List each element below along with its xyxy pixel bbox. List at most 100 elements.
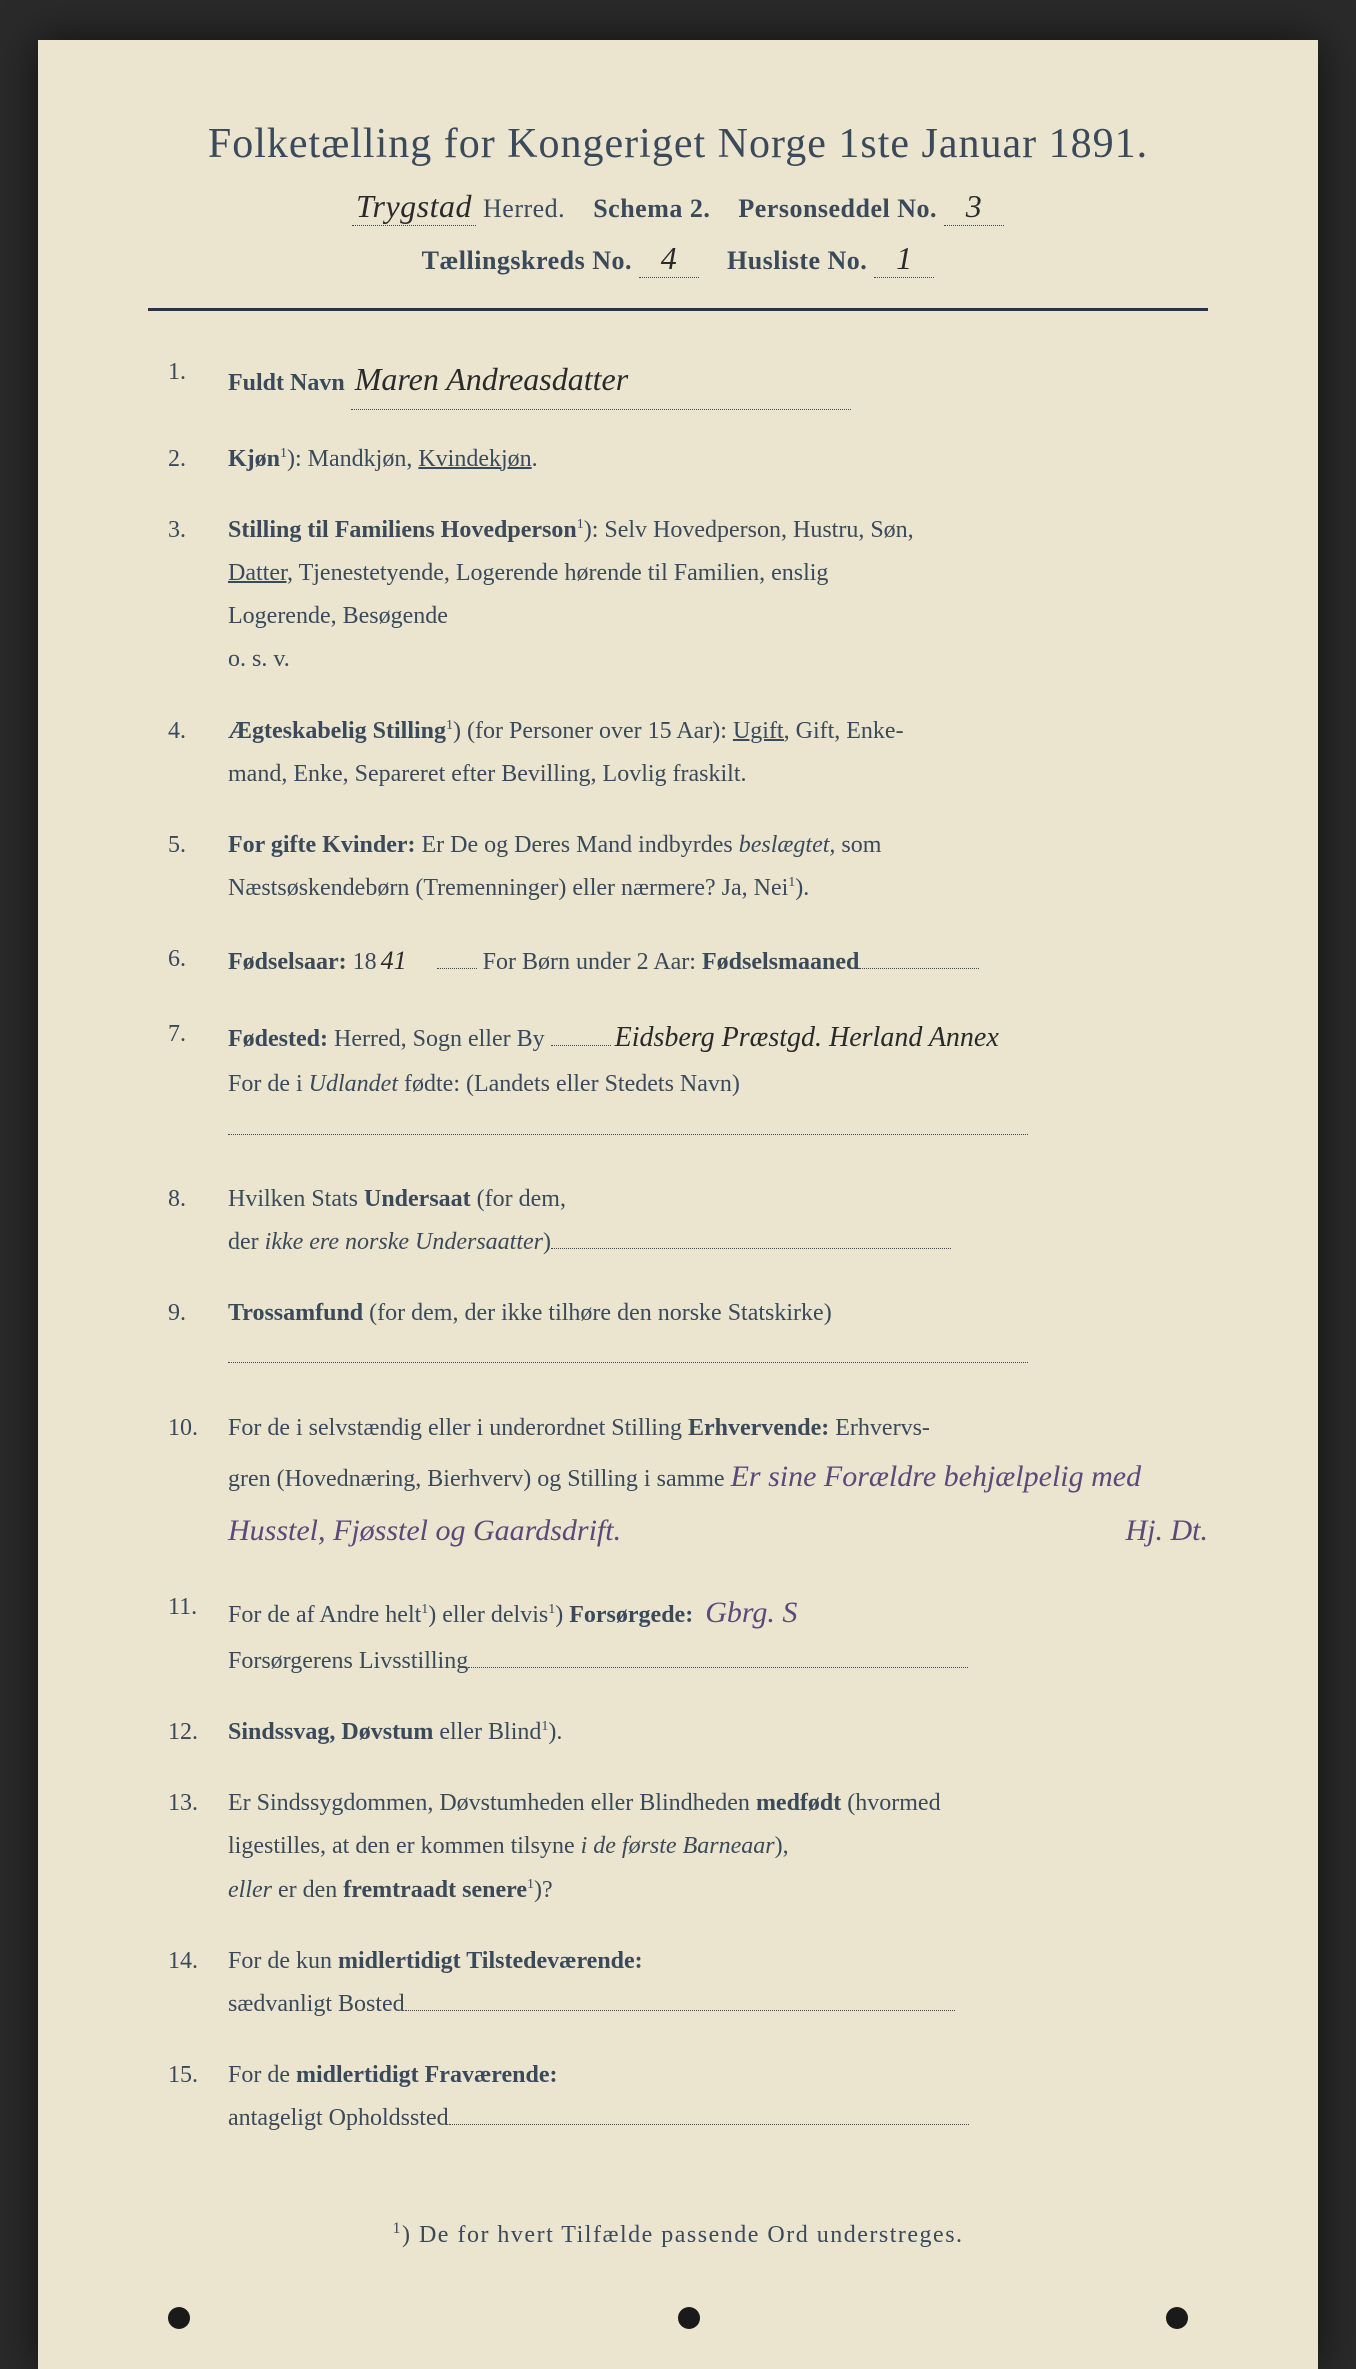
f10-line1: For de i selvstændig eller i underordnet… [228,1415,688,1441]
sup: 1 [280,446,287,461]
f13-line2: ligestilles, at den er kommen tilsyne [228,1833,581,1859]
field-num: 7. [168,1013,228,1150]
year-value: 41 [377,938,437,985]
field-label: Stilling til Familiens Hovedperson [228,517,577,543]
field-content: For de i selvstændig eller i underordnet… [228,1407,1208,1558]
field-label: Trossamfund [228,1300,363,1326]
f12-line1: eller Blind [433,1719,541,1745]
field-num: 6. [168,938,228,985]
field-content: Ægteskabelig Stilling1) (for Personer ov… [228,710,1208,796]
field-label: midlertidigt Fraværende: [296,2062,558,2088]
field-content: Trossamfund (for dem, der ikke tilhøre d… [228,1292,1208,1378]
field-4: 4. Ægteskabelig Stilling1) (for Personer… [168,710,1208,796]
field-label: Kjøn [228,446,280,472]
personseddel-value: 3 [944,188,1004,226]
herred-value: Trygstad [352,188,476,226]
erhverv-value2: Hj. Dt. [1126,1504,1209,1558]
kreds-value: 4 [639,240,699,278]
field-label2: fremtraadt senere [343,1877,527,1903]
footnote-sup: 1 [392,2220,402,2237]
field-13: 13. Er Sindssygdommen, Døvstumheden elle… [168,1782,1208,1912]
field-num: 15. [168,2054,228,2140]
field-content: For de midlertidigt Fraværende: antageli… [228,2054,1208,2140]
suffix: )? [534,1877,553,1903]
field-label: Undersaat [364,1186,471,1212]
kjon-options: ): Mandkjøn, [287,446,418,472]
f5-line2: Næstsøskendebørn (Tremenninger) eller næ… [228,875,788,901]
field-num: 8. [168,1178,228,1264]
f11-line1b: ) eller delvis [428,1602,548,1628]
herred-label: Herred. [483,194,565,223]
field-content: Fuldt Navn Maren Andreasdatter [228,351,1208,410]
field-content: Fødested: Herred, Sogn eller By Eidsberg… [228,1013,1208,1150]
f4-selected: Ugift, [733,718,790,744]
f13-line3a: eller [228,1877,272,1903]
field-label: Ægteskabelig Stilling [228,718,446,744]
f13-line1b: (hvormed [841,1790,940,1816]
f7-line1: Herred, Sogn eller By [328,1026,545,1052]
field-12: 12. Sindssvag, Døvstum eller Blind1). [168,1711,1208,1754]
dotted-fill [551,1225,951,1249]
kreds-line: Tællingskreds No. 4 Husliste No. 1 [148,240,1208,278]
f8-line1: Hvilken Stats [228,1186,364,1212]
field-label: For gifte Kvinder: [228,832,416,858]
field-14: 14. For de kun midlertidigt Tilstedevære… [168,1940,1208,2026]
field-15: 15. For de midlertidigt Fraværende: anta… [168,2054,1208,2140]
sup: 1 [446,718,453,733]
field-content: Fødselsaar: 1841 For Børn under 2 Aar: F… [228,938,1208,985]
f10-line2: gren (Hovednæring, Bierhverv) og Stillin… [228,1466,725,1492]
field-num: 10. [168,1407,228,1558]
f3-line2: Tjenestetyende, Logerende hørende til Fa… [293,560,828,586]
husliste-value: 1 [874,240,934,278]
field-3: 3. Stilling til Familiens Hovedperson1):… [168,509,1208,682]
field-content: For de af Andre helt1) eller delvis1) Fo… [228,1586,1208,1683]
f3-line3: Logerende, Besøgende [228,603,448,629]
field-num: 12. [168,1711,228,1754]
footnote-text: ) De for hvert Tilfælde passende Ord und… [402,2222,964,2248]
f11-line1c: ) [555,1602,569,1628]
suffix: ). [795,875,809,901]
dotted-fill [468,1644,968,1668]
field-num: 5. [168,824,228,910]
dotted-fill [437,945,477,969]
census-form-page: Folketælling for Kongeriget Norge 1ste J… [38,40,1318,2369]
binding-hole [678,2307,700,2329]
dotted-fill [449,2101,969,2125]
field-7: 7. Fødested: Herred, Sogn eller By Eidsb… [168,1013,1208,1150]
f5-line1: Er De og Deres Mand indbyrdes [416,832,739,858]
field-label: Fødselsaar: [228,949,347,975]
field-9: 9. Trossamfund (for dem, der ikke tilhør… [168,1292,1208,1378]
field-6: 6. Fødselsaar: 1841 For Børn under 2 Aar… [168,938,1208,985]
f13-line2b: ), [775,1833,789,1859]
field-label: midlertidigt Tilstedeværende: [338,1948,643,1974]
field-label: Erhvervende: [688,1415,829,1441]
field-8: 8. Hvilken Stats Undersaat (for dem, der… [168,1178,1208,1264]
suffix: . [532,446,538,472]
dotted-fill [228,1111,1028,1135]
f7-line2: For de i [228,1071,309,1097]
field-content: Sindssvag, Døvstum eller Blind1). [228,1711,1208,1754]
field-label: medfødt [756,1790,841,1816]
f8-italic1: ikke ere norske Undersaatter [265,1229,543,1255]
field-10: 10. For de i selvstændig eller i underor… [168,1407,1208,1558]
f7-line2b: fødte: (Landets eller Stedets Navn) [398,1071,740,1097]
field-label: Fødested: [228,1026,328,1052]
f8-line2b: ) [543,1229,551,1255]
fodested-value: Eidsberg Præstgd. Herland Annex [611,1013,1003,1063]
name-value: Maren Andreasdatter [351,351,632,409]
f11-line2: Forsørgerens Livsstilling [228,1648,468,1674]
f14-line1: For de kun [228,1948,338,1974]
field-2: 2. Kjøn1): Mandkjøn, Kvindekjøn. [168,438,1208,481]
sup: 1 [527,1877,534,1892]
field-label: Fuldt Navn [228,370,345,396]
dotted-fill [859,945,979,969]
field-1: 1. Fuldt Navn Maren Andreasdatter [168,351,1208,410]
form-title: Folketælling for Kongeriget Norge 1ste J… [148,120,1208,168]
personseddel-label: Personseddel No. [738,194,937,223]
field-num: 3. [168,509,228,682]
f4-line1b: Gift, Enke- [790,718,904,744]
field-content: Kjøn1): Mandkjøn, Kvindekjøn. [228,438,1208,481]
f15-line2: antageligt Opholdssted [228,2105,449,2131]
fodselsmaaned-label: Fødselsmaaned [702,949,859,975]
f8-line2: der [228,1229,265,1255]
